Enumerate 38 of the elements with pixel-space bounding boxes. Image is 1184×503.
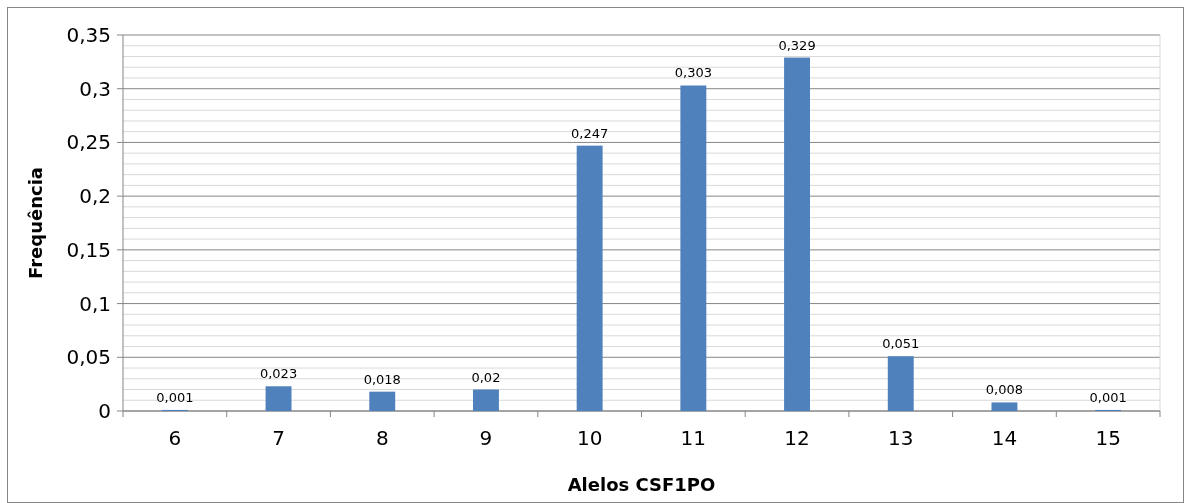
y-tick-label: 0,25 <box>66 130 111 155</box>
y-tick-label: 0,2 <box>79 184 111 209</box>
x-axis-title: Alelos CSF1PO <box>567 474 716 495</box>
data-label: 0,051 <box>882 336 920 352</box>
x-tick-label: 13 <box>888 426 914 450</box>
bar <box>472 389 499 411</box>
x-tick-label: 15 <box>1095 426 1121 450</box>
bar <box>576 145 603 411</box>
y-axis-title: Frequência <box>25 167 46 279</box>
x-tick-label: 10 <box>576 426 603 450</box>
bar <box>887 356 914 411</box>
y-tick-label: 0,3 <box>79 76 111 101</box>
data-label: 0,008 <box>985 382 1024 398</box>
y-tick-label: 0,1 <box>79 291 111 316</box>
x-tick-label: 7 <box>272 426 285 450</box>
bar <box>680 85 707 411</box>
x-tick-label: 12 <box>784 426 810 450</box>
bar <box>369 391 396 411</box>
data-label: 0,001 <box>1089 389 1127 405</box>
data-label: 0,02 <box>471 369 501 385</box>
data-label: 0,001 <box>156 389 194 405</box>
x-tick-label: 14 <box>991 426 1018 450</box>
x-tick-label: 6 <box>168 426 182 450</box>
x-tick-label: 9 <box>479 426 493 450</box>
bar <box>991 402 1018 411</box>
bar <box>265 386 292 411</box>
data-label: 0,303 <box>674 65 712 81</box>
x-tick-label: 8 <box>375 426 389 450</box>
y-tick-label: 0 <box>98 399 111 423</box>
data-label: 0,018 <box>363 371 401 387</box>
data-label: 0,329 <box>778 37 816 53</box>
data-label: 0,247 <box>571 125 609 141</box>
y-tick-label: 0,35 <box>66 23 111 47</box>
y-tick-label: 0,05 <box>66 345 111 370</box>
x-tick-label: 11 <box>680 426 707 450</box>
y-tick-label: 0,15 <box>66 237 111 262</box>
data-label: 0,023 <box>259 366 298 382</box>
bar <box>784 57 811 411</box>
